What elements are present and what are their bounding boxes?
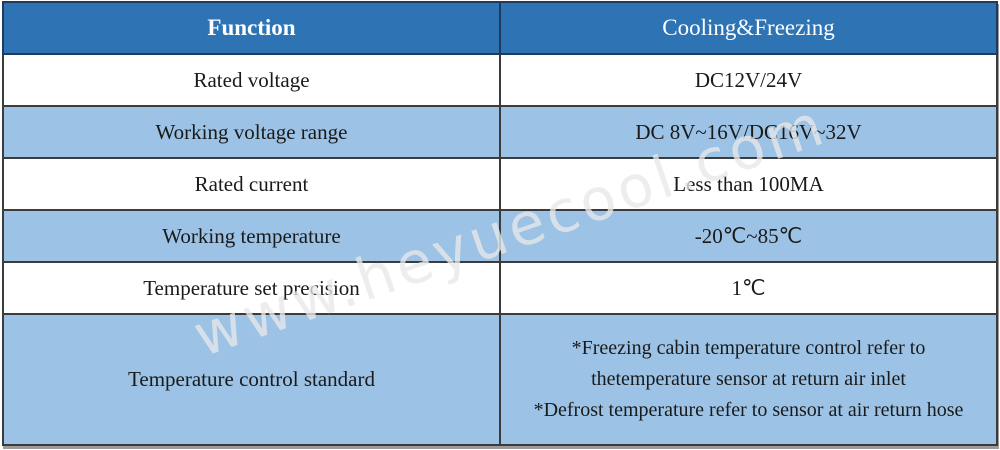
table-row-rated-current: Rated current Less than 100MA [2,157,998,211]
function-cell: Temperature set precision [2,261,501,315]
table-row-working-voltage-range: Working voltage range DC 8V~16V/DC16V~32… [2,105,998,159]
function-cell: Temperature control standard [2,313,501,446]
value-line-2: thetemperature sensor at return air inle… [591,368,906,390]
header-cell-cooling-freezing: Cooling&Freezing [499,1,998,55]
function-cell: Working temperature [2,209,501,263]
table-row-working-temperature: Working temperature -20℃~85℃ [2,209,998,263]
header-cell-function: Function [2,1,501,55]
value-cell: *Freezing cabin temperature control refe… [499,313,998,446]
value-cell: -20℃~85℃ [499,209,998,263]
value-cell: Less than 100MA [499,157,998,211]
value-cell: DC12V/24V [499,53,998,107]
value-line-1: *Freezing cabin temperature control refe… [571,337,926,359]
table-row-rated-voltage: Rated voltage DC12V/24V [2,53,998,107]
function-cell: Rated current [2,157,501,211]
function-cell: Rated voltage [2,53,501,107]
value-cell: DC 8V~16V/DC16V~32V [499,105,998,159]
header-row: Function Cooling&Freezing [2,1,998,55]
table-row-temperature-control-standard: Temperature control standard *Freezing c… [2,313,998,446]
value-cell: 1℃ [499,261,998,315]
function-cell: Working voltage range [2,105,501,159]
table-row-temperature-set-precision: Temperature set precision 1℃ [2,261,998,315]
value-line-3: *Defrost temperature refer to sensor at … [533,399,964,421]
